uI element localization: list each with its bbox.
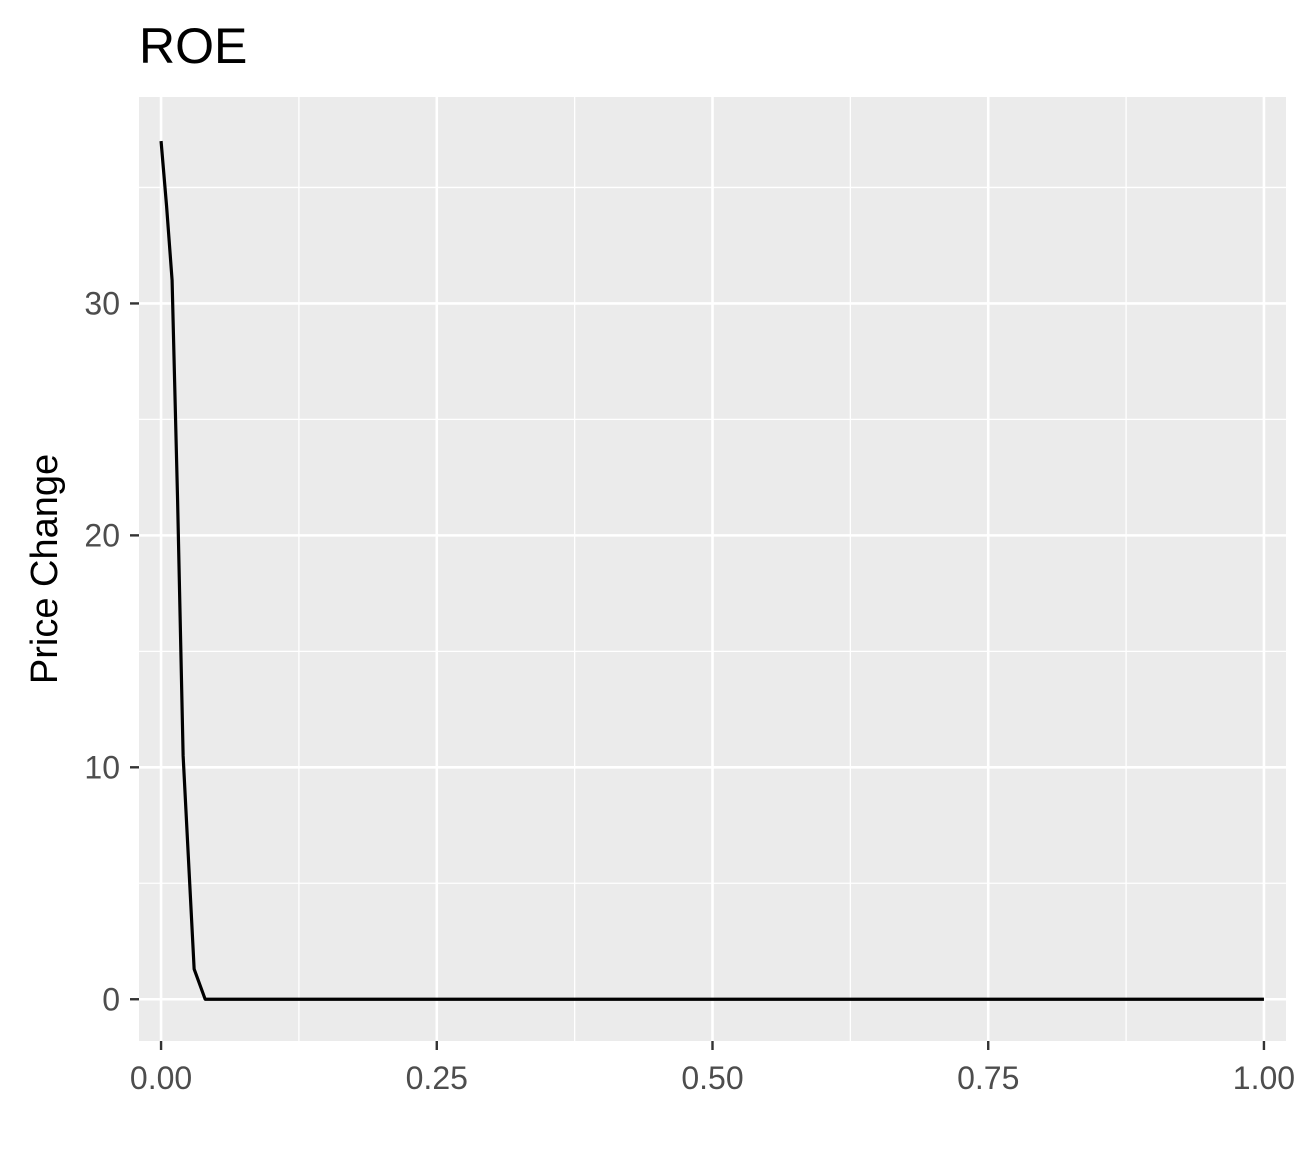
y-tick-label: 20: [84, 517, 120, 553]
chart-title: ROE: [139, 18, 247, 74]
x-axis: 0.00 0.25 0.50 0.75 1.00: [130, 1041, 1295, 1096]
x-tick-label: 0.50: [681, 1060, 743, 1096]
x-tick-label: 0.25: [406, 1060, 468, 1096]
series-layer: [159, 140, 1264, 1001]
x-tick-label: 0.00: [130, 1060, 192, 1096]
y-tick-label: 10: [84, 749, 120, 785]
x-tick-label: 1.00: [1233, 1060, 1295, 1096]
series-line: [159, 140, 1264, 1001]
y-tick-label: 0: [102, 981, 120, 1017]
y-axis-title: Price Change: [24, 454, 66, 684]
y-tick-label: 30: [84, 285, 120, 321]
x-tick-label: 0.75: [957, 1060, 1019, 1096]
y-axis: 0 10 20 30: [84, 285, 139, 1017]
